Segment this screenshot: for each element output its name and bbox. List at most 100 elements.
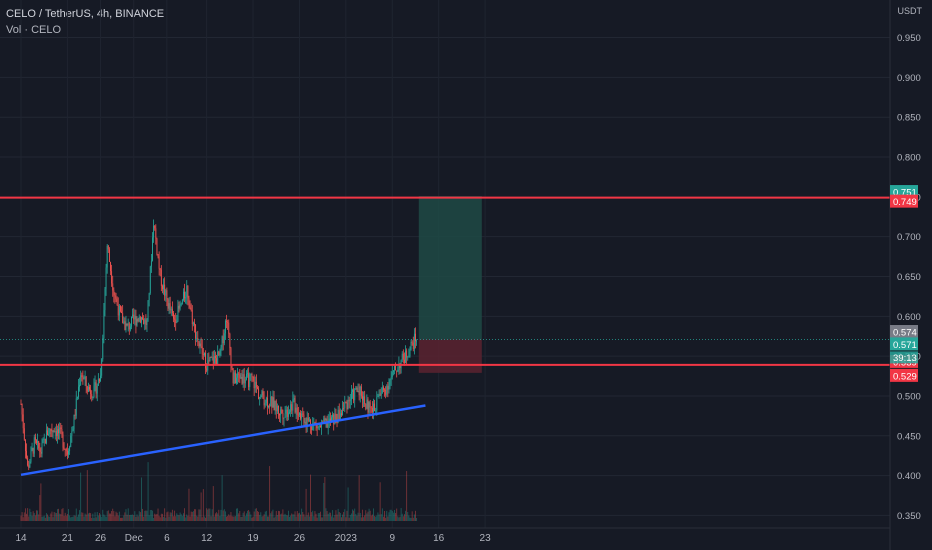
volume-bar xyxy=(318,512,320,521)
volume-bar xyxy=(160,513,162,521)
candle-body xyxy=(392,370,394,373)
candle-body xyxy=(70,435,72,448)
volume-indicator-label[interactable]: Vol · CELO xyxy=(6,24,62,36)
candle-body xyxy=(401,353,403,360)
candle-body xyxy=(143,318,145,324)
volume-bar xyxy=(280,514,282,521)
candle-body xyxy=(62,434,64,448)
volume-bar xyxy=(126,514,128,521)
volume-bar xyxy=(398,517,400,521)
candle-body xyxy=(113,290,115,296)
volume-bar xyxy=(248,510,250,521)
candle-body xyxy=(155,228,157,239)
volume-bar xyxy=(106,511,108,521)
volume-bar xyxy=(341,517,342,521)
volume-bar xyxy=(134,511,136,521)
candle-body xyxy=(353,389,355,401)
volume-bar xyxy=(356,515,358,521)
candle-body xyxy=(231,365,233,369)
candle-body xyxy=(274,400,276,410)
volume-bar xyxy=(217,513,219,521)
candle-body xyxy=(261,391,263,396)
volume-bar xyxy=(365,510,367,521)
volume-bar xyxy=(100,514,102,521)
candle-body xyxy=(121,311,122,314)
volume-bar xyxy=(316,517,318,521)
volume-bar xyxy=(339,513,341,521)
candle-body xyxy=(114,295,116,298)
candle-body xyxy=(196,337,198,339)
volume-bar xyxy=(219,515,221,521)
candle-body xyxy=(102,337,104,360)
candle-body xyxy=(249,374,251,387)
candle-body xyxy=(52,430,54,432)
candle-body xyxy=(224,321,226,334)
candle-body xyxy=(346,402,348,410)
volume-bar xyxy=(367,511,369,521)
volume-bar xyxy=(303,514,305,521)
volume-bar xyxy=(232,516,234,521)
candle-body xyxy=(105,267,107,289)
candle-body xyxy=(53,430,55,433)
volume-bar xyxy=(112,508,114,521)
volume-bar xyxy=(245,513,247,521)
candle-body xyxy=(73,414,75,430)
volume-bar xyxy=(403,514,405,521)
volume-bar xyxy=(145,510,147,521)
candle-body xyxy=(280,409,282,416)
candle-body xyxy=(363,396,364,401)
volume-bar xyxy=(167,511,169,521)
volume-bar xyxy=(294,511,296,521)
candle-body xyxy=(202,354,204,356)
volume-bar xyxy=(329,512,331,521)
volume-bar xyxy=(191,511,193,521)
volume-bar xyxy=(257,511,258,521)
volume-bar xyxy=(61,509,63,521)
y-tick-label: 0.500 xyxy=(897,391,921,402)
volume-bar xyxy=(363,517,364,521)
volume-bar xyxy=(275,510,277,521)
volume-bar xyxy=(332,510,334,521)
candle-body xyxy=(64,448,66,450)
volume-bar xyxy=(197,516,199,521)
volume-bar xyxy=(99,513,100,521)
volume-bar xyxy=(312,510,314,521)
volume-bar xyxy=(33,513,35,521)
volume-bar xyxy=(308,516,310,521)
candle-body xyxy=(358,390,360,396)
position-zones xyxy=(418,196,482,373)
volume-bar xyxy=(243,511,245,521)
candle-body xyxy=(301,413,303,419)
volume-bar xyxy=(394,509,395,521)
volume-bar xyxy=(238,513,240,521)
candle-body xyxy=(413,333,415,349)
volume-bar xyxy=(110,513,111,521)
candle-body xyxy=(74,414,76,416)
volume-bar xyxy=(124,512,126,521)
volume-bar xyxy=(57,509,58,521)
candle-body xyxy=(328,418,330,422)
volume-bar xyxy=(60,514,62,521)
volume-bar xyxy=(94,512,96,521)
volume-bar xyxy=(47,514,48,521)
candle-body xyxy=(200,343,202,347)
candle-body xyxy=(139,317,141,323)
candle-body xyxy=(266,397,268,407)
volume-bar xyxy=(368,508,370,521)
y-tick-label: 0.450 xyxy=(897,431,921,442)
candle-body xyxy=(76,397,78,399)
candle-body xyxy=(349,399,351,402)
candle-body xyxy=(391,372,393,377)
candle-body xyxy=(147,300,149,322)
candle-body xyxy=(201,346,203,355)
volume-bar xyxy=(34,515,36,521)
volume-bar xyxy=(334,514,336,521)
candle-body xyxy=(347,400,349,410)
candle-body xyxy=(160,269,162,286)
candle-body xyxy=(244,379,246,384)
volume-bar xyxy=(44,517,46,521)
volume-bar xyxy=(261,516,263,521)
candle-body xyxy=(97,378,99,386)
volume-bar xyxy=(69,515,71,521)
